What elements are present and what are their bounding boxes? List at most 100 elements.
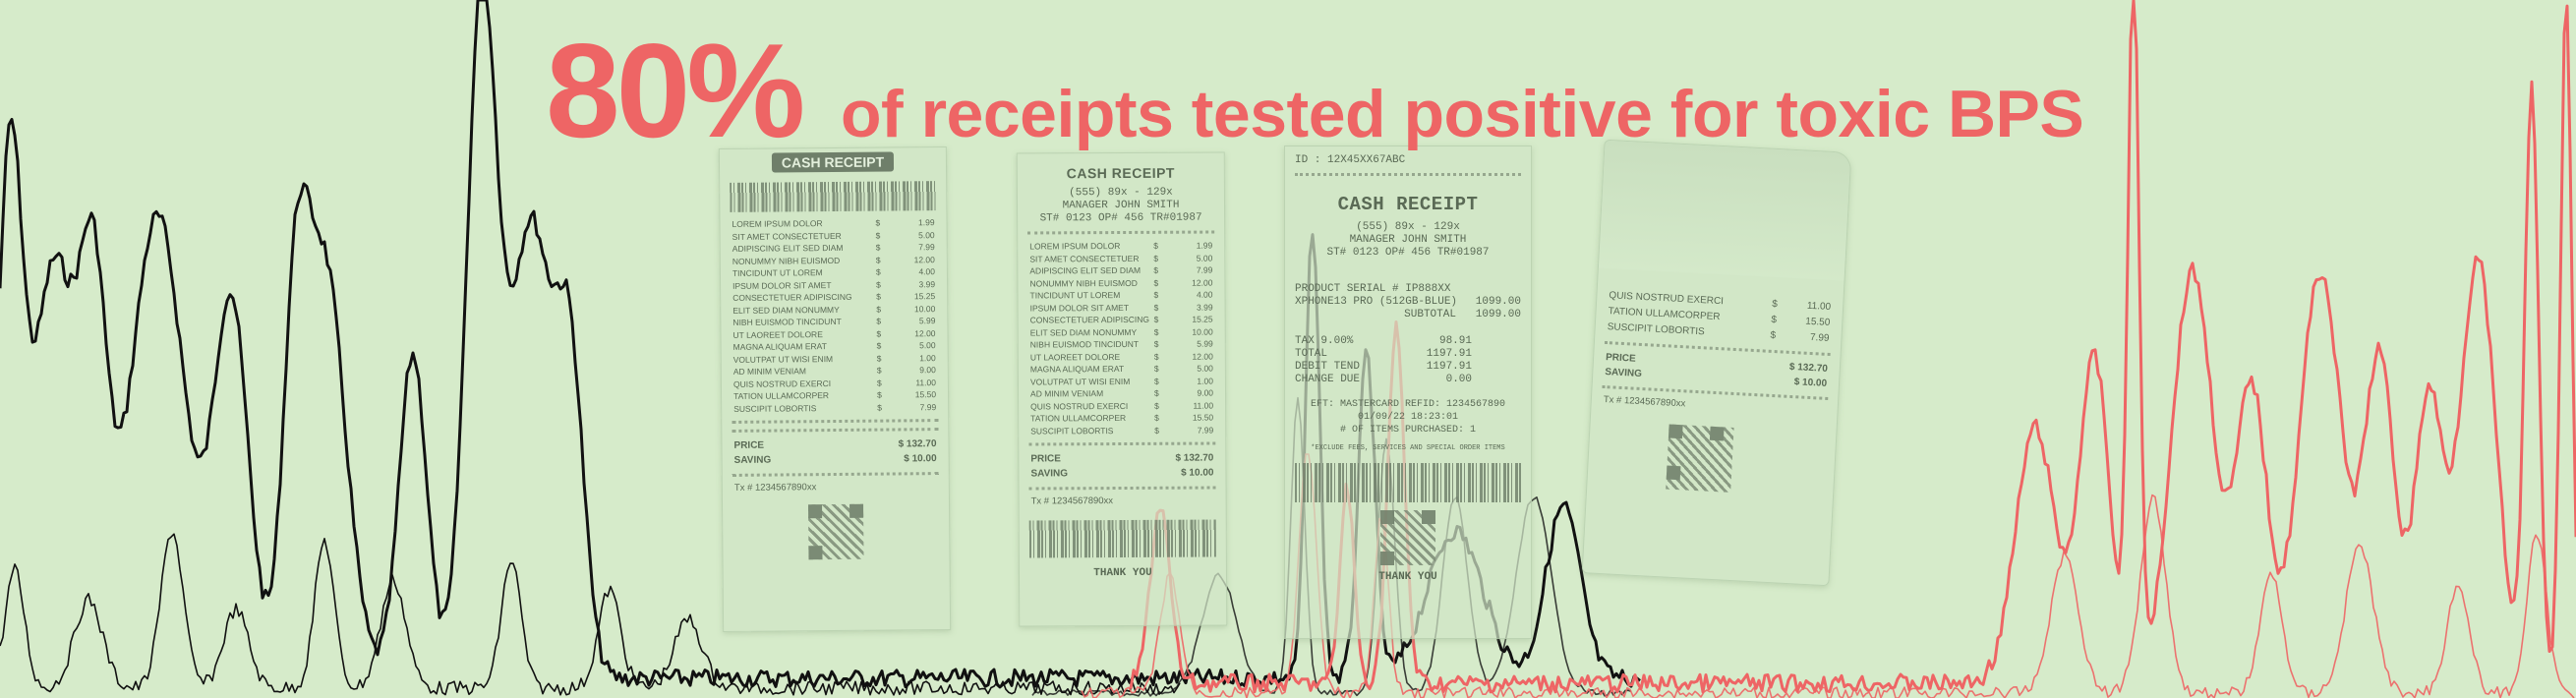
- divider: [1027, 230, 1215, 235]
- item-price: 4.00: [918, 266, 936, 277]
- receipt-manager: MANAGER JOHN SMITH: [1349, 234, 1467, 246]
- item-currency: $: [876, 353, 882, 364]
- item-price: 5.00: [1197, 363, 1213, 374]
- debit-label: DEBIT TEND: [1295, 361, 1361, 373]
- tax-value: 98.91: [1438, 335, 1472, 347]
- receipt-item: SUSCIPIT LOBORTIS $7.99: [1030, 424, 1213, 436]
- item-currency: $: [1153, 387, 1159, 398]
- items-purchased: # OF ITEMS PURCHASED: 1: [1339, 425, 1477, 436]
- item-price: 5.00: [1196, 253, 1213, 263]
- receipt-item: NIBH EUISMOD TINCIDUNT $5.99: [1030, 338, 1213, 351]
- item-currency: $: [1770, 329, 1777, 342]
- item-name: UT LAOREET DOLORE: [732, 328, 823, 340]
- qr-code: [808, 503, 864, 560]
- item-currency: $: [876, 304, 882, 315]
- item-currency: $: [1153, 264, 1159, 275]
- item-currency: $: [876, 279, 881, 290]
- product-price: 1099.00: [1475, 296, 1521, 308]
- thank-you: THANK YOU: [1378, 571, 1437, 583]
- item-name: TINCIDUNT UT LOREM: [1029, 290, 1121, 301]
- item-list: LOREM IPSUM DOLOR $1.99 SIT AMET CONSECTET…: [720, 216, 948, 415]
- item-name: SUSCIPIT LOBORTIS: [1030, 425, 1114, 436]
- item-name: QUIS NOSTRUD EXERCI: [1030, 400, 1129, 411]
- receipt-item: TATION ULLAMCORPER $15.50: [1030, 412, 1213, 425]
- transaction-number: Tx # 1234567890xx: [733, 482, 817, 494]
- item-currency: $: [1153, 376, 1159, 386]
- datetime: 01/09/22 18:23:01: [1357, 412, 1459, 423]
- receipt-store: ST# 0123 OP# 456 TR#01987: [1326, 247, 1490, 259]
- item-currency: $: [875, 217, 881, 228]
- item-price: 1.00: [919, 352, 936, 363]
- item-price: 5.99: [1197, 338, 1213, 349]
- total-value: 1197.91: [1426, 348, 1472, 360]
- item-currency: $: [877, 389, 882, 400]
- receipt-item: QUIS NOSTRUD EXERCI $11.00: [1030, 399, 1213, 412]
- receipt-item: LOREM IPSUM DOLOR $1.99: [1029, 240, 1212, 253]
- price-label: PRICE: [733, 439, 765, 451]
- item-currency: $: [1153, 351, 1159, 362]
- item-price: 5.99: [918, 316, 936, 326]
- item-price: 15.50: [1804, 316, 1831, 328]
- item-name: SIT AMET CONSECTETUER: [732, 230, 842, 242]
- receipt-id-text: ID : 12X45XX67ABC: [1295, 154, 1406, 166]
- item-name: QUIS NOSTRUD EXERCI: [732, 378, 832, 389]
- item-price: 12.00: [913, 254, 935, 264]
- receipt-store: ST# 0123 OP# 456 TR#01987: [1039, 211, 1202, 225]
- item-name: ADIPISCING ELIT SED DIAM: [1029, 264, 1142, 276]
- item-currency: $: [876, 365, 882, 376]
- divider: [732, 419, 939, 424]
- item-name: UT LAOREET DOLORE: [1029, 351, 1121, 362]
- item-price: 11.00: [915, 377, 936, 387]
- item-name: VOLUTPAT UT WISI ENIM: [732, 353, 834, 365]
- receipt-item: TINCIDUNT UT LOREM $4.00: [1029, 289, 1212, 302]
- item-price: 3.99: [918, 278, 936, 289]
- spectrum-line: [0, 533, 1181, 696]
- item-name: CONSECTETUER ADIPISCING: [1029, 314, 1150, 325]
- item-price: 7.99: [919, 401, 937, 412]
- receipt-item: SUSCIPIT LOBORTIS $7.99: [733, 401, 936, 415]
- item-currency: $: [876, 328, 882, 339]
- receipt-item: IPSUM DOLOR SIT AMET $3.99: [1030, 301, 1213, 314]
- receipt-3: ID : 12X45XX67ABC CASH RECEIPT (555) 89x…: [1284, 145, 1532, 639]
- item-name: ADIPISCING ELIT SED DIAM: [732, 242, 844, 254]
- item-price: 15.25: [913, 291, 936, 302]
- item-price: 15.25: [1192, 314, 1213, 324]
- divider: [732, 472, 939, 477]
- item-price: 15.50: [1192, 412, 1214, 423]
- item-name: TINCIDUNT UT LOREM: [732, 267, 823, 278]
- barcode: [730, 181, 937, 212]
- receipt-item: MAGNA ALIQUAM ERAT $5.00: [1030, 363, 1213, 376]
- receipt-item: SIT AMET CONSECTETUER $5.00: [1029, 252, 1212, 264]
- headline: 80% of receipts tested positive for toxi…: [546, 20, 2217, 167]
- saving-label: SAVING: [1605, 367, 1643, 380]
- qr-code: [1380, 510, 1435, 565]
- item-price: 9.00: [1197, 387, 1214, 398]
- receipt-4: QUIS NOSTRUD EXERCI $11.00 TATION ULLAMCOR…: [1581, 139, 1852, 587]
- tax-label: TAX 9.00%: [1295, 335, 1354, 347]
- saving-value: $ 10.00: [904, 453, 937, 465]
- item-price: 10.00: [913, 303, 936, 314]
- item-price: 1.99: [917, 217, 935, 228]
- item-currency: $: [1153, 326, 1159, 337]
- item-currency: $: [1154, 425, 1159, 436]
- item-currency: $: [876, 378, 882, 388]
- receipt-2: CASH RECEIPT (555) 89x - 129x MANAGER JO…: [1016, 151, 1228, 627]
- price-value: $ 132.70: [1175, 452, 1214, 464]
- item-currency: $: [875, 230, 881, 241]
- item-price: 5.00: [918, 229, 935, 240]
- item-price: 5.00: [919, 340, 936, 351]
- receipt-phone: (555) 89x - 129x: [1356, 221, 1460, 233]
- receipt-item: VOLUTPAT UT WISI ENIM $1.00: [1030, 375, 1213, 387]
- item-price: 1.99: [1196, 240, 1213, 251]
- item-price: 12.00: [1192, 351, 1213, 362]
- receipt-item: ADIPISCING ELIT SED DIAM $7.99: [1029, 264, 1212, 277]
- total-label: TOTAL: [1295, 348, 1328, 360]
- item-name: VOLUTPAT UT WISI ENIM: [1029, 376, 1131, 386]
- item-price: 12.00: [914, 327, 936, 338]
- item-currency: $: [1153, 289, 1159, 300]
- item-name: LOREM IPSUM DOLOR: [732, 218, 823, 229]
- item-name: AD MINIM VENIAM: [732, 366, 807, 377]
- receipt-title: CASH RECEIPT: [1337, 194, 1479, 215]
- item-currency: $: [1153, 302, 1159, 313]
- product-name: XPHONE13 PRO (512GB-BLUE): [1295, 296, 1458, 308]
